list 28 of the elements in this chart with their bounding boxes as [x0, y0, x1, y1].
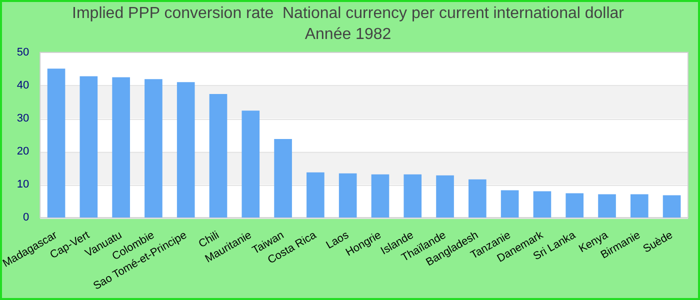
bar	[176, 82, 195, 218]
bar	[662, 195, 681, 218]
y-tick-label: 0	[22, 212, 30, 224]
chart-subtitle: Année 1982	[304, 26, 392, 44]
bar	[566, 193, 584, 218]
bar	[274, 139, 292, 218]
bar	[500, 190, 519, 218]
bar	[112, 77, 130, 218]
y-tick-label: 50	[16, 46, 30, 58]
y-tick-label: 30	[16, 112, 30, 125]
bar	[80, 76, 98, 218]
bar	[436, 175, 454, 218]
bar	[371, 174, 390, 218]
bar	[209, 94, 228, 218]
bar	[468, 179, 486, 218]
bar	[306, 172, 324, 218]
bar	[404, 174, 422, 218]
bar	[533, 191, 552, 218]
y-tick-label: 20	[16, 146, 30, 158]
chart-title: Implied PPP conversion rate National currency per current international dollar	[72, 5, 625, 22]
bar	[47, 68, 66, 218]
y-tick-label: 10	[16, 178, 30, 191]
bar	[144, 79, 162, 218]
bar	[630, 194, 648, 218]
bar	[338, 173, 357, 218]
bar	[242, 110, 260, 218]
y-tick-label: 40	[16, 79, 30, 92]
bar	[598, 194, 616, 218]
